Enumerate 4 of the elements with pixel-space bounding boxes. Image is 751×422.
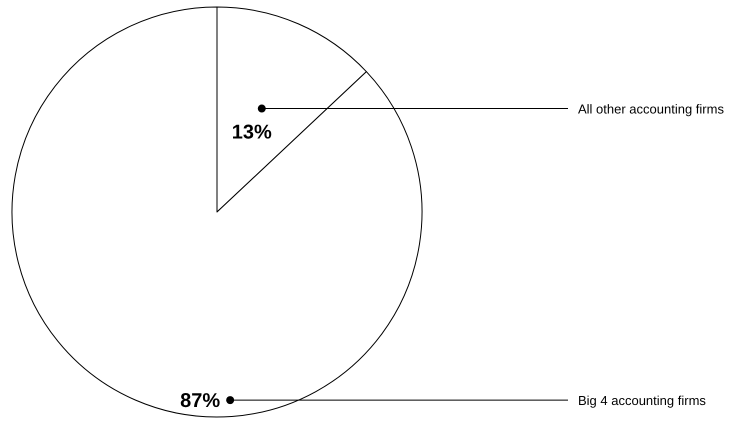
slice-label: All other accounting firms [578, 102, 724, 117]
data-label: 87% [180, 390, 220, 412]
slice-label: Big 4 accounting firms [578, 393, 706, 408]
data-label: 13% [232, 122, 272, 144]
